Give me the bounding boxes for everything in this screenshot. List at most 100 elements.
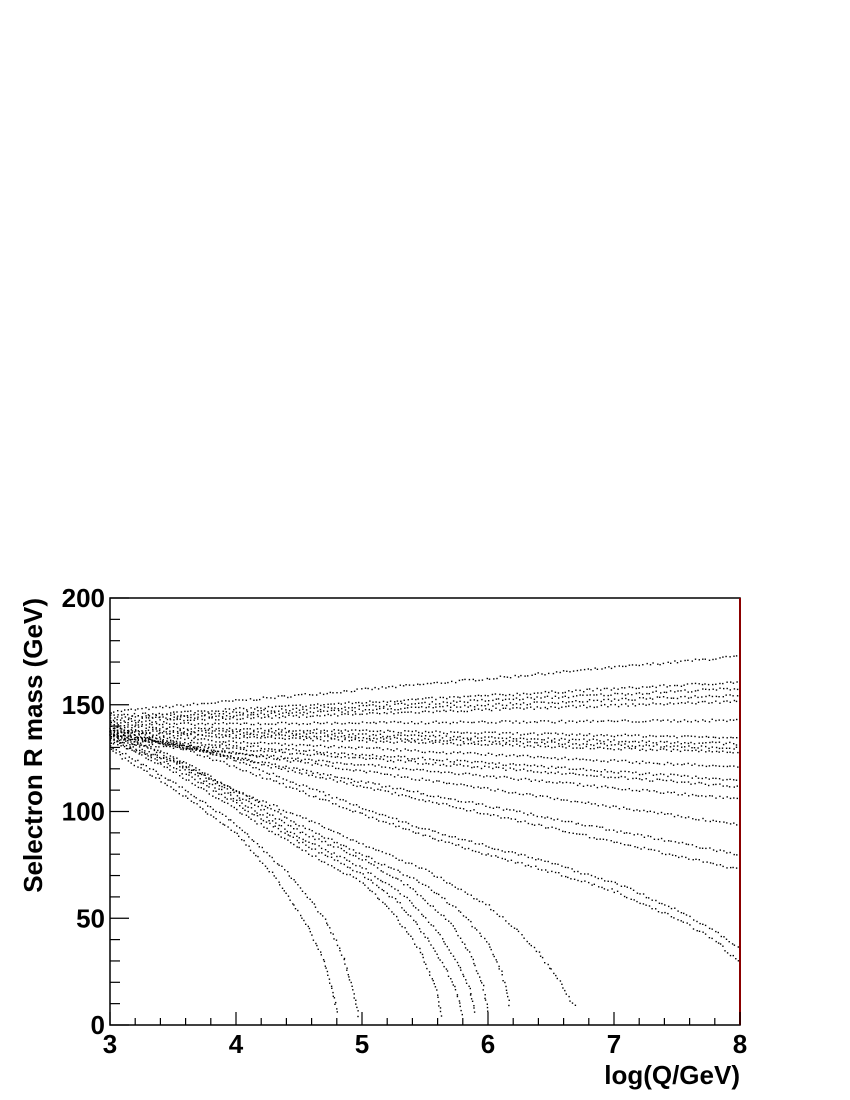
data-point xyxy=(380,772,382,775)
data-point xyxy=(559,980,562,982)
data-point xyxy=(657,838,660,841)
data-point xyxy=(166,733,168,735)
data-point xyxy=(476,699,479,702)
data-point xyxy=(324,745,326,748)
data-point xyxy=(626,808,628,810)
data-point xyxy=(330,932,332,934)
data-point xyxy=(292,781,294,783)
data-point xyxy=(708,688,710,691)
data-point xyxy=(253,742,256,744)
data-point xyxy=(293,832,296,835)
data-point xyxy=(217,750,219,752)
data-point xyxy=(225,731,227,733)
data-point xyxy=(348,757,350,759)
data-point xyxy=(419,683,421,686)
data-point xyxy=(456,759,458,761)
data-point xyxy=(196,803,198,805)
data-point xyxy=(149,723,151,725)
data-point xyxy=(639,893,641,895)
data-point xyxy=(327,851,329,853)
data-point xyxy=(311,774,313,776)
data-point xyxy=(285,786,287,788)
data-point xyxy=(684,735,686,737)
data-point xyxy=(614,703,616,706)
data-point xyxy=(168,733,171,735)
data-point xyxy=(550,757,553,760)
data-point xyxy=(236,808,238,811)
data-point xyxy=(640,834,643,836)
data-point xyxy=(715,940,717,943)
data-point xyxy=(579,689,581,692)
data-point xyxy=(497,698,500,700)
data-point xyxy=(289,831,292,833)
data-point xyxy=(160,750,162,752)
data-point xyxy=(116,722,118,724)
data-point xyxy=(118,739,121,742)
data-point xyxy=(417,827,420,829)
data-point xyxy=(480,767,483,770)
data-point xyxy=(478,843,480,845)
data-point xyxy=(322,752,325,754)
data-point xyxy=(256,823,258,825)
data-point xyxy=(249,698,252,700)
data-point xyxy=(405,768,408,770)
data-point xyxy=(554,772,556,775)
data-point xyxy=(239,730,241,732)
data-point xyxy=(383,731,385,733)
data-point xyxy=(130,736,132,738)
data-point xyxy=(393,913,395,915)
data-point xyxy=(308,853,310,855)
data-point xyxy=(317,763,319,765)
data-point xyxy=(490,855,493,857)
data-point xyxy=(567,696,570,699)
data-point xyxy=(610,700,613,702)
data-point xyxy=(480,737,483,739)
data-point xyxy=(368,747,371,749)
data-point xyxy=(233,822,235,824)
data-point xyxy=(110,737,112,739)
data-point xyxy=(330,737,332,739)
data-point xyxy=(212,790,215,792)
data-point xyxy=(496,961,498,963)
data-point xyxy=(361,702,363,704)
data-point xyxy=(603,776,605,778)
data-point xyxy=(252,733,255,736)
data-point xyxy=(456,961,459,964)
data-point xyxy=(495,703,497,705)
data-point xyxy=(191,749,194,751)
data-point xyxy=(737,751,739,754)
data-point xyxy=(154,740,156,743)
data-point xyxy=(546,708,549,710)
data-point xyxy=(446,970,449,972)
data-point xyxy=(196,748,199,750)
data-point xyxy=(179,741,181,743)
data-point xyxy=(311,843,314,845)
data-point xyxy=(628,808,631,810)
data-point xyxy=(116,733,118,736)
data-point xyxy=(352,869,354,872)
data-point xyxy=(194,727,196,729)
data-point xyxy=(189,704,191,706)
data-point xyxy=(257,731,259,733)
data-point xyxy=(295,783,297,785)
data-point xyxy=(278,728,280,730)
data-point xyxy=(173,761,175,763)
data-point xyxy=(243,728,245,730)
data-point xyxy=(424,884,427,887)
data-point xyxy=(120,739,122,741)
data-point xyxy=(586,774,588,777)
data-point xyxy=(571,738,574,740)
data-point xyxy=(233,757,235,759)
data-point xyxy=(607,698,610,701)
data-point xyxy=(330,752,332,755)
data-point xyxy=(711,937,713,940)
data-point xyxy=(335,939,338,941)
data-point xyxy=(300,914,302,917)
data-point xyxy=(306,712,308,715)
data-point xyxy=(603,747,605,749)
data-point xyxy=(544,817,546,819)
data-point xyxy=(553,972,555,975)
data-point xyxy=(373,771,376,773)
data-point xyxy=(127,730,129,732)
data-point xyxy=(186,728,189,730)
